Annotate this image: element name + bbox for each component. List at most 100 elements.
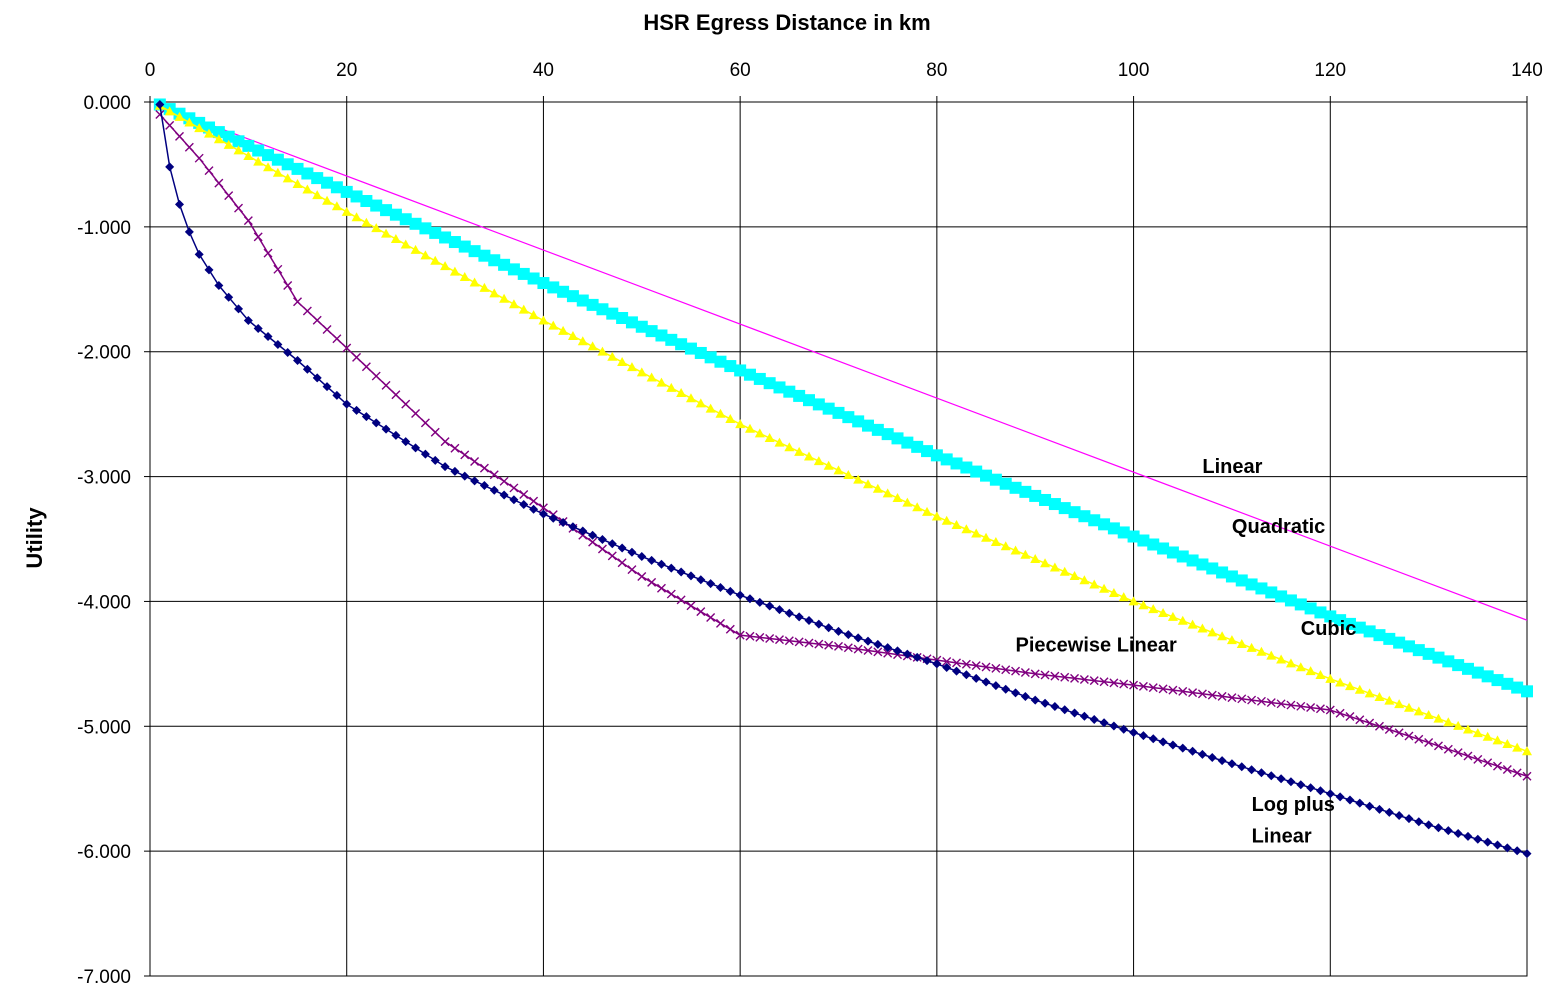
data-point-quadratic [783,385,796,398]
data-point-cubic [508,299,519,309]
data-point-quadratic [1452,659,1465,672]
data-point-quadratic [891,432,904,445]
data-point-logplus [627,547,637,557]
data-point-cubic [223,139,234,149]
data-point-logplus [263,331,273,341]
data-point-piecewise [1492,761,1502,771]
data-point-logplus [1247,765,1257,775]
data-point-cubic [253,156,264,166]
annotation-cubic: Cubic [1301,618,1357,640]
data-point-cubic [1158,608,1169,618]
data-point-quadratic [547,281,560,294]
annotation-logplus2: Linear [1252,825,1312,847]
data-point-piecewise [1129,680,1139,690]
data-point-piecewise [1315,704,1325,714]
data-point-logplus [1492,840,1502,850]
y-tick-label: 0.000 [83,93,131,114]
data-point-logplus [735,590,745,600]
data-point-quadratic [399,213,412,226]
data-point-quadratic [448,236,461,249]
y-tick-label: -4.000 [77,592,131,613]
data-point-cubic [1118,592,1129,602]
data-point-cubic [361,217,372,227]
data-point-piecewise [1109,678,1119,688]
data-point-quadratic [862,419,875,432]
data-point-cubic [1049,562,1060,572]
data-point-cubic [656,377,667,387]
data-point-quadratic [1412,644,1425,657]
y-axis-label: Utility [22,507,47,569]
data-point-piecewise [804,638,814,648]
y-tick-labels: 0.000 -1.000 -2.000 -3.000 -4.000 -5.000 -6.00… [77,93,131,988]
data-point-cubic [902,497,913,507]
data-point-quadratic [222,130,235,143]
data-point-piecewise [725,624,735,634]
data-point-quadratic [1501,677,1514,690]
data-point-piecewise [1138,681,1148,691]
data-point-cubic [1413,706,1424,716]
data-point-logplus [1325,789,1335,799]
data-point-logplus [519,500,529,510]
data-point-cubic [823,460,834,470]
data-point-quadratic [802,394,815,407]
data-point-quadratic [1314,606,1327,619]
data-point-quadratic [537,277,550,290]
data-point-piecewise [607,551,617,561]
data-point-logplus [1109,721,1119,731]
data-point-piecewise [263,248,273,258]
data-point-logplus [420,449,430,459]
data-point-quadratic [1107,522,1120,535]
data-point-logplus [1414,817,1424,827]
data-point-cubic [695,398,706,408]
data-point-quadratic [458,240,471,253]
data-point-piecewise [1365,718,1375,728]
data-point-piecewise [1522,771,1532,781]
data-point-cubic [587,341,598,351]
data-point-cubic [174,111,185,121]
data-point-cubic [1108,587,1119,597]
data-point-logplus [637,551,647,561]
data-point-logplus [1424,820,1434,830]
data-point-piecewise [194,153,204,163]
data-point-piecewise [617,558,627,568]
data-point-cubic [990,536,1001,546]
data-point-piecewise [755,632,765,642]
data-point-logplus [352,405,362,415]
data-point-quadratic [911,440,924,453]
data-point-piecewise [666,589,676,599]
data-point-cubic [843,469,854,479]
data-point-logplus [450,466,460,476]
data-point-quadratic [488,254,501,267]
data-point-quadratic [1098,518,1111,531]
data-point-cubic [1236,639,1247,649]
x-tick-label: 120 [1314,60,1346,81]
series-cubic [154,100,1532,756]
data-point-quadratic [232,135,245,148]
data-point-piecewise [1060,672,1070,682]
data-point-cubic [961,524,972,534]
data-point-piecewise [1040,670,1050,680]
data-point-cubic [636,367,647,377]
data-point-cubic [1433,713,1444,723]
data-point-logplus [981,677,991,687]
data-point-quadratic [380,204,393,217]
data-point-cubic [981,532,992,542]
data-point-piecewise [322,324,332,334]
data-point-logplus [961,670,971,680]
data-point-logplus [224,292,234,302]
data-point-cubic [390,234,401,244]
data-point-piecewise [440,437,450,447]
data-point-logplus [1040,698,1050,708]
data-point-piecewise [784,636,794,646]
data-point-logplus [794,612,804,622]
x-tick-label: 40 [533,60,554,81]
data-point-piecewise [1237,694,1247,704]
data-point-logplus [814,619,824,629]
data-point-cubic [499,293,510,303]
data-point-logplus [204,265,214,275]
y-tick-label: -1.000 [77,218,131,239]
data-point-quadratic [1432,651,1445,664]
data-point-piecewise [509,483,519,493]
data-point-quadratic [1078,510,1091,523]
data-point-piecewise [1207,690,1217,700]
